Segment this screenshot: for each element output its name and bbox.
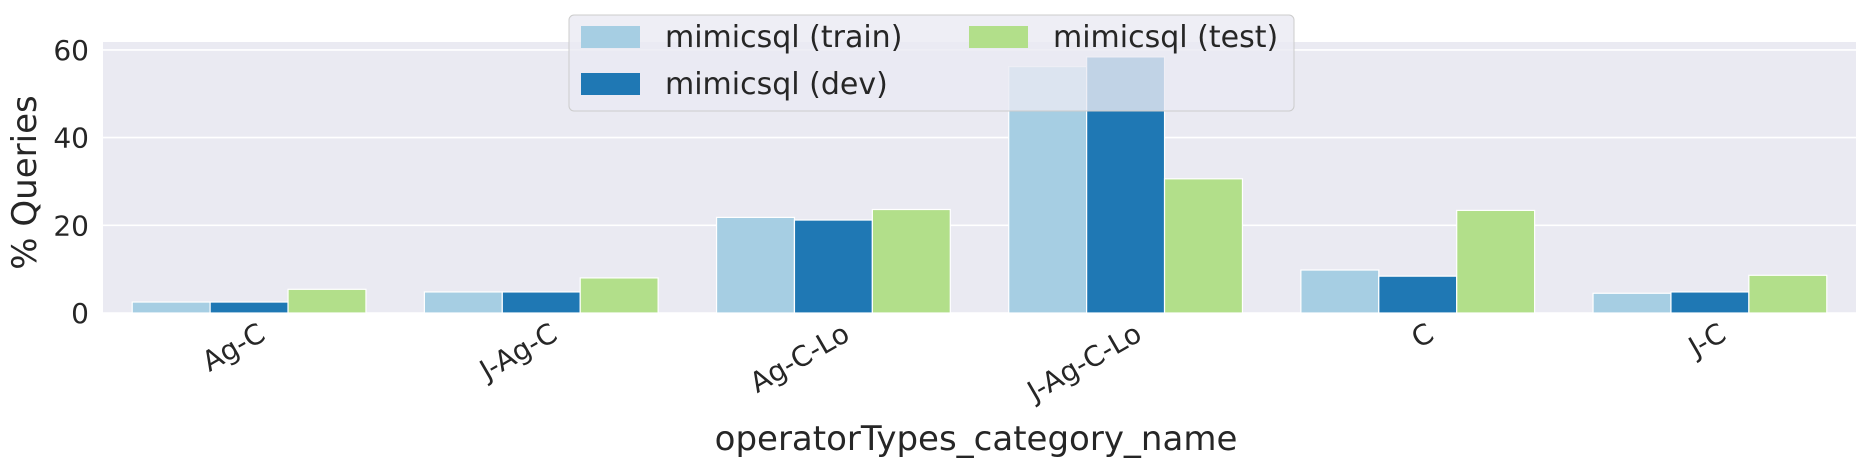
legend-box [568, 14, 1295, 112]
legend-label: mimicsql (test) [1053, 20, 1278, 55]
bar [209, 301, 289, 314]
legend-swatch [581, 73, 640, 95]
y-tick-label: 0 [71, 297, 89, 330]
x-tick-label: Ag-C [196, 316, 270, 378]
bar [871, 208, 951, 314]
x-tick-label: J-Ag-C [472, 316, 562, 387]
bar [287, 288, 367, 314]
y-tick-label: 60 [53, 34, 89, 67]
legend-label: mimicsql (train) [665, 20, 902, 55]
x-tick-label: J-Ag-C-Lo [1020, 316, 1147, 408]
x-tick-labels: Ag-C J-Ag-C Ag-C-Lo J-Ag-C-Lo C J-C [196, 316, 1731, 408]
bar [793, 219, 873, 314]
bar [1378, 275, 1458, 314]
x-tick-label: J-C [1681, 316, 1731, 364]
bar [1592, 292, 1672, 314]
x-axis-label: operatorTypes_category_name [715, 419, 1238, 459]
legend-swatch [581, 26, 640, 48]
y-tick-label: 40 [53, 122, 89, 155]
legend-swatch [969, 26, 1028, 48]
bar [131, 301, 211, 314]
x-tick-label: Ag-C-Lo [744, 316, 855, 399]
y-axis-label: % Queries [5, 95, 45, 269]
legend: mimicsql (train) mimicsql (dev) mimicsql (… [568, 14, 1295, 112]
bar [1670, 291, 1750, 314]
bar [423, 291, 503, 314]
y-tick-labels: 0 20 40 60 [53, 34, 89, 330]
bar [1300, 269, 1380, 314]
bar [1456, 209, 1536, 314]
bar [501, 291, 581, 314]
bar [1163, 178, 1244, 314]
legend-label: mimicsql (dev) [665, 67, 888, 102]
x-tick-label: C [1406, 316, 1439, 354]
bar [579, 277, 659, 314]
y-tick-label: 20 [53, 209, 89, 242]
bar [715, 216, 796, 314]
bar [1748, 274, 1828, 314]
